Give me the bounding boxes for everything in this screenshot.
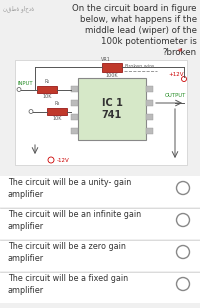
Bar: [0, 176, 200, 207]
Text: IC 1: IC 1: [102, 98, 122, 108]
Text: ?broken: ?broken: [163, 48, 197, 57]
Circle shape: [177, 213, 190, 226]
Text: The circuit will be a unity- gain: The circuit will be a unity- gain: [8, 178, 131, 187]
Bar: [71, 86, 78, 92]
Bar: [0, 240, 200, 271]
Bar: [47, 108, 67, 115]
Text: R₃: R₃: [54, 101, 60, 106]
Bar: [102, 63, 122, 72]
Bar: [0, 208, 200, 239]
Text: INPUT: INPUT: [17, 81, 33, 86]
Circle shape: [29, 110, 33, 114]
Bar: [78, 78, 146, 140]
Text: amplifier: amplifier: [8, 286, 44, 295]
Circle shape: [48, 157, 54, 163]
Text: below, what happens if the: below, what happens if the: [80, 15, 197, 24]
Bar: [146, 86, 153, 92]
Text: 100k potentiometer is: 100k potentiometer is: [101, 37, 197, 46]
Text: The circuit will be an infinite gain: The circuit will be an infinite gain: [8, 210, 141, 219]
Text: The circuit will be a fixed gain: The circuit will be a fixed gain: [8, 274, 128, 283]
Text: amplifier: amplifier: [8, 254, 44, 263]
Text: amplifier: amplifier: [8, 190, 44, 199]
Bar: [0, 272, 200, 303]
Circle shape: [182, 76, 186, 82]
Text: *: *: [178, 48, 185, 57]
Text: 10K: 10K: [52, 116, 62, 121]
Text: Broken wire: Broken wire: [125, 64, 154, 69]
Bar: [15, 60, 187, 165]
Circle shape: [177, 181, 190, 194]
Bar: [146, 100, 153, 106]
Bar: [146, 114, 153, 120]
Bar: [71, 128, 78, 134]
Text: 10K: 10K: [42, 94, 52, 99]
Text: -12V: -12V: [57, 157, 70, 163]
Bar: [37, 86, 57, 93]
Text: OUTPUT: OUTPUT: [165, 93, 186, 98]
Bar: [71, 114, 78, 120]
Text: 741: 741: [102, 110, 122, 120]
Bar: [146, 128, 153, 134]
Text: middle lead (wiper) of the: middle lead (wiper) of the: [85, 26, 197, 35]
Text: +12V: +12V: [168, 72, 184, 77]
Text: The circuit will be a zero gain: The circuit will be a zero gain: [8, 242, 126, 251]
Circle shape: [17, 87, 21, 91]
Text: R₂: R₂: [44, 79, 50, 84]
Circle shape: [177, 245, 190, 258]
Text: VR1: VR1: [101, 57, 111, 62]
Text: نقطة واحدة: نقطة واحدة: [3, 5, 34, 12]
Circle shape: [177, 278, 190, 290]
Bar: [71, 100, 78, 106]
Text: 100K: 100K: [106, 73, 118, 78]
Text: amplifier: amplifier: [8, 222, 44, 231]
Text: On the circuit board in figure: On the circuit board in figure: [72, 4, 197, 13]
